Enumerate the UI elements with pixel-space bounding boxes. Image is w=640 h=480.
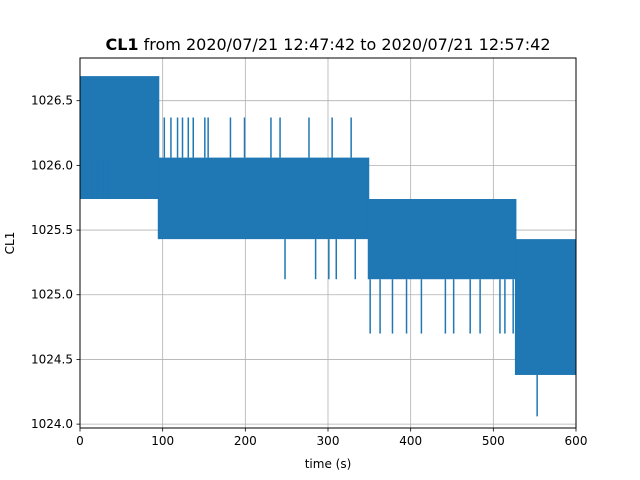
x-tick-label: 100 xyxy=(151,434,174,448)
chart-title-bold: CL1 xyxy=(105,35,138,54)
x-tick-label: 0 xyxy=(76,434,84,448)
y-tick-label: 1026.0 xyxy=(31,158,73,172)
x-tick-label: 500 xyxy=(482,434,505,448)
chart-title: CL1 from 2020/07/21 12:47:42 to 2020/07/… xyxy=(105,35,550,54)
signal-band xyxy=(515,239,576,375)
y-tick-label: 1025.0 xyxy=(31,288,73,302)
x-axis-label: time (s) xyxy=(305,457,352,471)
data-series xyxy=(80,76,576,417)
x-tick-label: 300 xyxy=(317,434,340,448)
x-tick-label: 400 xyxy=(399,434,422,448)
y-axis: 1024.0 1024.5 1025.0 1025.5 1026.0 1026.5 xyxy=(31,94,80,431)
y-tick-label: 1025.5 xyxy=(31,223,73,237)
signal-band xyxy=(368,199,516,280)
x-tick-label: 600 xyxy=(565,434,588,448)
x-axis: 0 100 200 300 400 500 600 xyxy=(76,428,587,448)
chart-title-rest: from 2020/07/21 12:47:42 to 2020/07/21 1… xyxy=(139,35,551,54)
y-axis-label: CL1 xyxy=(3,232,17,255)
y-tick-label: 1026.5 xyxy=(31,94,73,108)
signal-band xyxy=(158,157,369,240)
x-tick-label: 200 xyxy=(234,434,257,448)
y-tick-label: 1024.5 xyxy=(31,352,73,366)
signal-band xyxy=(80,76,159,200)
y-tick-label: 1024.0 xyxy=(31,417,73,431)
